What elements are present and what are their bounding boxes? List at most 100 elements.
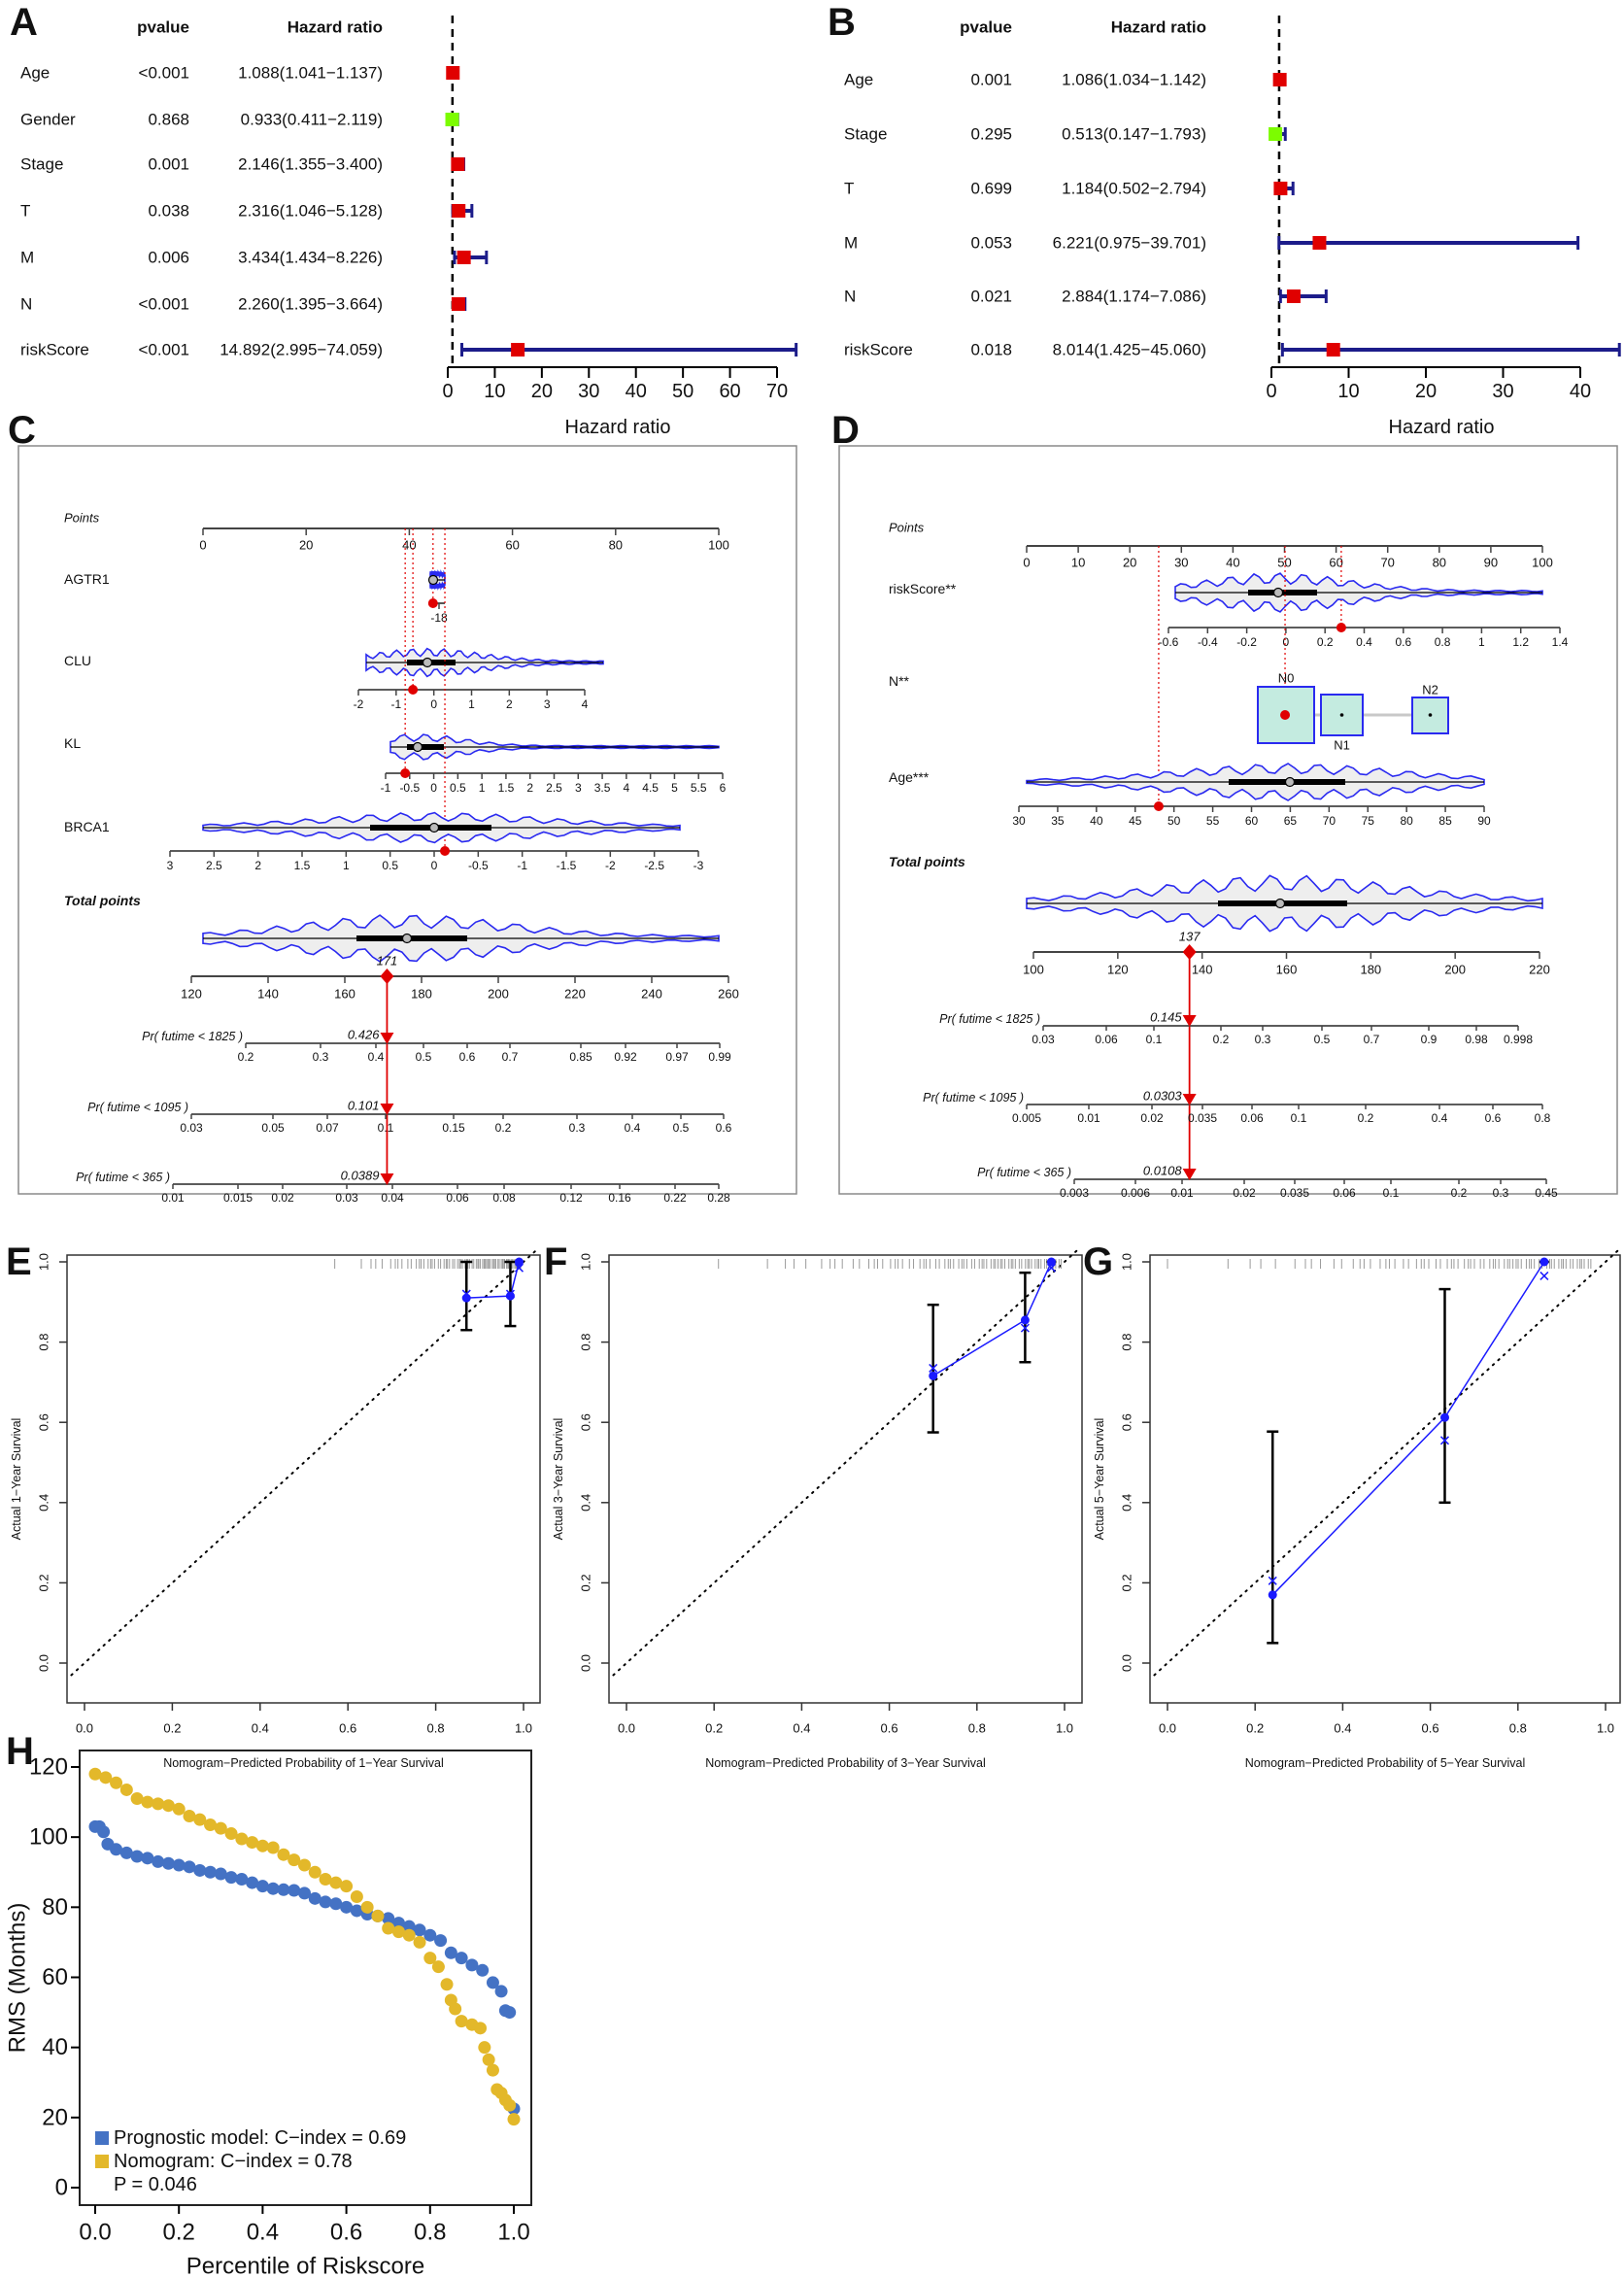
pvalue-text: <0.001 (139, 64, 189, 83)
probability-marker (380, 1033, 394, 1044)
probability-tick-label: 0.97 (665, 1050, 689, 1064)
probability-tick-label: 0.003 (1060, 1186, 1089, 1200)
median-marker (1272, 587, 1284, 598)
y-axis-label: Actual 1−Year Survival (10, 1418, 23, 1541)
hazard-ratio-text: 0.933(0.411−2.119) (241, 111, 383, 129)
y-tick-label: 0.8 (579, 1334, 593, 1351)
x-tick-label: 0.6 (1422, 1721, 1439, 1736)
points-tick-label: 60 (505, 538, 519, 553)
hazard-ratio-text: 2.884(1.174−7.086) (1062, 288, 1206, 306)
x-axis-label: Hazard ratio (565, 417, 671, 438)
x-tick-label: 0.6 (339, 1721, 356, 1736)
probability-tick-label: 0.2 (1358, 1111, 1374, 1125)
probability-tick-label: 0.06 (446, 1191, 469, 1205)
pvalue-text: <0.001 (139, 295, 189, 314)
total-points-tick-label: 220 (1529, 963, 1550, 977)
legend-swatch (95, 2131, 109, 2145)
pvalue-text: 0.295 (970, 125, 1012, 144)
probability-marker (1182, 1094, 1197, 1105)
probability-marker (380, 1173, 394, 1185)
variable-tick-label: 0 (1283, 635, 1290, 649)
data-point-prognostic-model (193, 1863, 207, 1877)
data-point-prognostic-model (308, 1891, 321, 1905)
probability-tick-label: 0.5 (673, 1121, 690, 1135)
selected-value-marker (1153, 801, 1164, 811)
data-point-nomogram (161, 1799, 175, 1813)
data-point-prognostic-model (503, 2006, 517, 2020)
y-tick-label: 0.6 (1120, 1413, 1134, 1431)
x-tick-label: 0.0 (79, 2220, 111, 2246)
total-points-tick-label: 160 (334, 987, 355, 1002)
legend-p-value: P = 0.046 (114, 2174, 197, 2195)
hazard-ratio-marker (511, 343, 525, 357)
y-tick-label: 1.0 (37, 1253, 51, 1271)
probability-axis-label: Pr( futime < 1095 ) (923, 1091, 1024, 1105)
variable-tick-label: 30 (1012, 814, 1026, 828)
median-marker (427, 574, 439, 586)
data-point-prognostic-model (97, 1825, 111, 1839)
variable-tick-label: 55 (1206, 814, 1220, 828)
variable-tick-label: -2 (354, 697, 364, 711)
pvalue-text: 0.001 (148, 155, 189, 174)
data-point-prognostic-model (110, 1843, 123, 1856)
data-point-nomogram (413, 1935, 426, 1949)
data-point-nomogram (193, 1813, 207, 1826)
points-tick-label: 80 (1433, 556, 1446, 570)
variable-tick-label: 1 (343, 859, 350, 872)
panel-label-c: C (8, 409, 36, 452)
variable-tick-label: 2.5 (206, 859, 222, 872)
variable-tick-label: 85 (1438, 814, 1452, 828)
probability-tick-label: 0.7 (1364, 1033, 1380, 1046)
variable-tick-label: 1.5 (294, 859, 311, 872)
variable-label: Age (20, 64, 50, 83)
x-tick-label: 0.0 (1159, 1721, 1176, 1736)
probability-tick-label: 0.035 (1188, 1111, 1217, 1125)
pvalue-column-header: pvalue (960, 18, 1012, 37)
predicted-probability-value: 0.0108 (1143, 1164, 1183, 1178)
data-point-nomogram (474, 2022, 488, 2035)
variable-tick-label: 0.5 (450, 781, 466, 795)
data-point-nomogram (449, 2002, 462, 2016)
probability-tick-label: 0.5 (1314, 1033, 1331, 1046)
data-point-nomogram (246, 1836, 259, 1850)
variable-tick-label: 0.5 (382, 859, 398, 872)
category-center (1339, 713, 1344, 717)
total-points-tick-label: 200 (488, 987, 509, 1002)
data-point-nomogram (478, 2041, 491, 2055)
y-tick-label: 60 (42, 1964, 68, 1990)
y-tick-label: 0.0 (1120, 1654, 1134, 1672)
x-axis-label: Nomogram−Predicted Probability of 1−Year… (163, 1756, 444, 1770)
probability-tick-label: 0.03 (335, 1191, 358, 1205)
total-points-tick-label: 260 (718, 987, 739, 1002)
data-point-nomogram (298, 1858, 311, 1872)
data-point-nomogram (141, 1795, 154, 1809)
observed-point (929, 1371, 938, 1380)
data-point-nomogram (382, 1921, 395, 1935)
nomogram-d-frame (838, 445, 1618, 1195)
data-point-prognostic-model (476, 1963, 490, 1977)
total-points-tick-label: 220 (564, 987, 586, 1002)
variable-tick-label: 4 (624, 781, 630, 795)
x-tick-label: 20 (531, 381, 553, 402)
variable-tick-label: 0.6 (1395, 635, 1411, 649)
points-axis-label: Points (64, 511, 100, 526)
x-tick-label: 0.2 (163, 1721, 181, 1736)
data-point-nomogram (507, 2113, 521, 2126)
hazard-ratio-marker (451, 157, 465, 171)
category-center (1428, 713, 1433, 717)
data-point-prognostic-model (288, 1884, 301, 1897)
pvalue-text: 0.006 (148, 249, 189, 267)
panel-label-b: B (828, 1, 856, 44)
probability-tick-label: 0.3 (313, 1050, 329, 1064)
y-tick-label: 0.8 (37, 1334, 51, 1351)
data-point-prognostic-model (298, 1886, 311, 1900)
data-point-prognostic-model (255, 1880, 269, 1893)
variable-tick-label: -3 (694, 859, 704, 872)
data-point-nomogram (431, 1960, 445, 1974)
variable-tick-label: 65 (1284, 814, 1298, 828)
x-tick-label: 70 (766, 381, 788, 402)
data-point-nomogram (440, 1978, 454, 1991)
x-tick-label: 0.0 (76, 1721, 93, 1736)
variable-tick-label: -1.5 (557, 859, 577, 872)
points-axis-label: Points (889, 521, 925, 535)
